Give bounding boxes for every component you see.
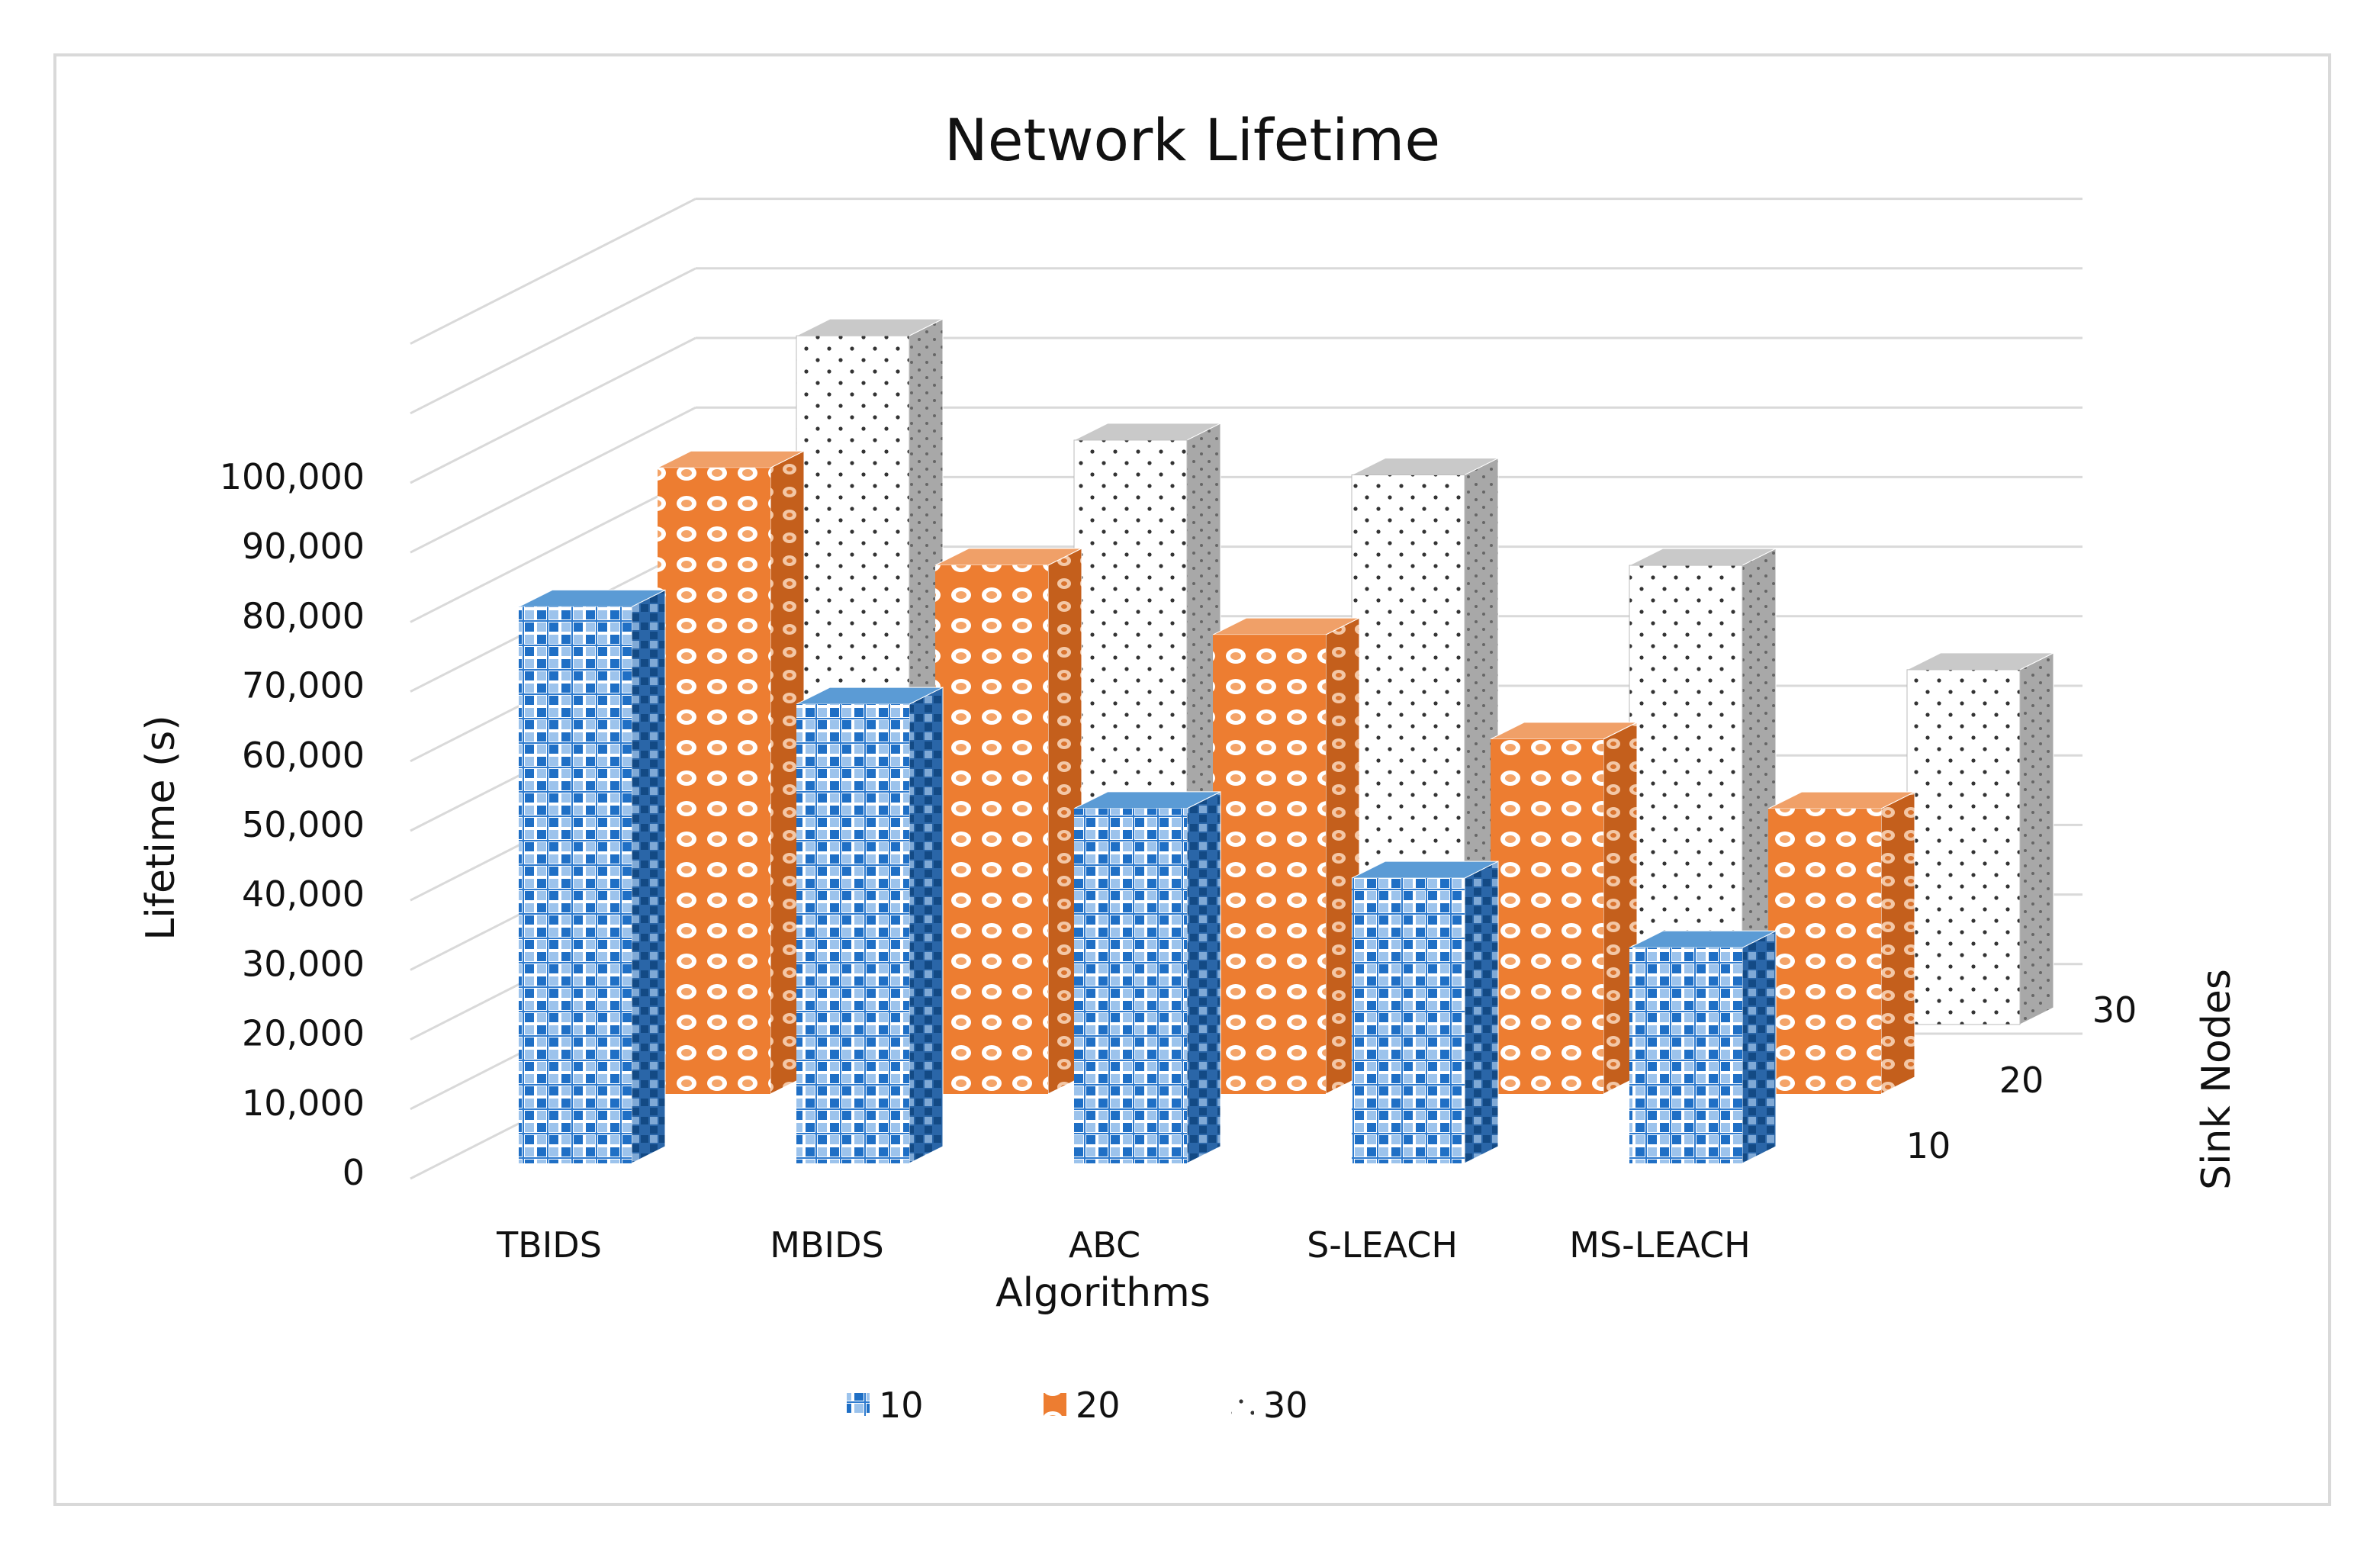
y-tick-label: 50,000 [242, 804, 365, 845]
bar-20-MBIDS [934, 548, 1082, 1095]
y-tick-label: 60,000 [242, 735, 365, 776]
x-axis-title: Algorithms [995, 1270, 1211, 1316]
bars [518, 318, 2054, 1164]
y-tick-label: 40,000 [242, 873, 365, 915]
legend-item-30: 30 [1231, 1385, 1308, 1426]
legend-swatch [1231, 1393, 1254, 1416]
bar-20-S-LEACH [1490, 722, 1638, 1095]
x-tick-label: TBIDS [496, 1224, 602, 1266]
y-tick-label: 100,000 [220, 456, 365, 497]
legend-swatch [847, 1393, 870, 1416]
y-tick-label: 80,000 [242, 595, 365, 636]
bar-20-ABC [1212, 617, 1360, 1095]
bar-10-TBIDS [518, 589, 666, 1164]
legend-label: 20 [1076, 1385, 1121, 1426]
x-tick-label: ABC [1069, 1224, 1140, 1266]
y-tick-label: 0 [343, 1152, 365, 1193]
bar-10-MS-LEACH [1629, 930, 1777, 1164]
y-tick-label: 70,000 [242, 665, 365, 706]
legend: 10 20 30 [847, 1385, 1308, 1426]
legend-swatch [1044, 1393, 1066, 1416]
y-axis-ticks: 0 10,000 20,000 30,000 40,000 50,000 60,000 70,… [220, 456, 365, 1193]
gridline [410, 198, 2082, 345]
bar-10-MBIDS [796, 687, 944, 1164]
y-tick-label: 30,000 [242, 943, 365, 984]
legend-item-20: 20 [1044, 1385, 1121, 1426]
x-axis-ticks: TBIDS MBIDS ABC S-LEACH MS-LEACH [496, 1224, 1751, 1266]
bar-30-MS-LEACH [1906, 652, 2054, 1025]
y-tick-label: 20,000 [242, 1013, 365, 1054]
bar-10-S-LEACH [1351, 861, 1499, 1164]
depth-axis-title: Sink Nodes [2194, 969, 2240, 1190]
bar-20-TBIDS [657, 450, 805, 1095]
depth-tick-label: 20 [1999, 1060, 2044, 1101]
legend-label: 10 [879, 1385, 924, 1426]
x-tick-label: S-LEACH [1307, 1224, 1458, 1266]
y-tick-label: 10,000 [242, 1083, 365, 1124]
depth-tick-label: 10 [1906, 1125, 1951, 1166]
depth-axis-ticks: 10 20 30 [1906, 989, 2137, 1166]
legend-label: 30 [1263, 1385, 1308, 1426]
bar-10-ABC [1073, 791, 1221, 1164]
bar-20-MS-LEACH [1767, 791, 1915, 1095]
y-axis-title: Lifetime (s) [138, 715, 184, 940]
depth-tick-label: 30 [2092, 989, 2137, 1031]
legend-item-10: 10 [847, 1385, 924, 1426]
x-tick-label: MS-LEACH [1569, 1224, 1751, 1266]
x-tick-label: MBIDS [770, 1224, 883, 1266]
y-tick-label: 90,000 [242, 526, 365, 567]
gridline [410, 267, 2082, 415]
chart-title: Network Lifetime [944, 106, 1440, 174]
